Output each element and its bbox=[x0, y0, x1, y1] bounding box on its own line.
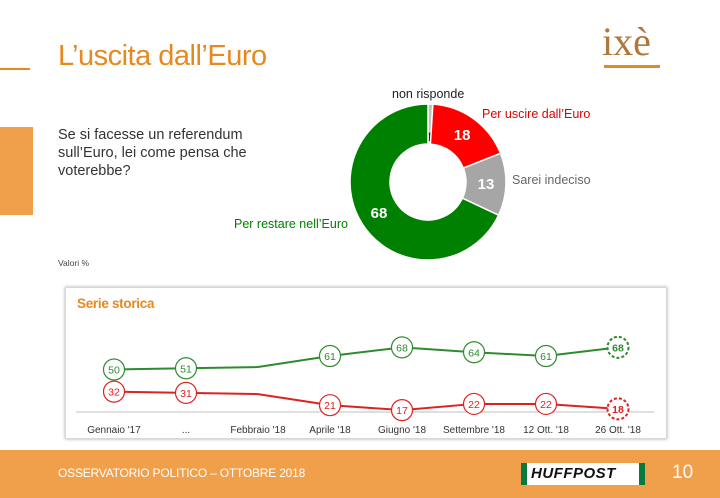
legend-label-restare: Per restare nell’Euro bbox=[234, 217, 348, 231]
values-note: Valori % bbox=[58, 258, 90, 268]
series-marker-1-3 bbox=[318, 394, 342, 417]
donut-chart: 1 18 13 68 non risponde Per uscire dall’Eur… bbox=[234, 87, 620, 270]
legend-label-indeciso: Sarei indeciso bbox=[512, 173, 591, 187]
donut-value-0: 1 bbox=[426, 130, 433, 144]
donut-value-2: 13 bbox=[478, 176, 495, 193]
x-tick-label-7: 26 Ott. '18 bbox=[595, 425, 641, 436]
series-marker-1-7 bbox=[606, 397, 630, 421]
series-marker-0-4 bbox=[390, 336, 414, 359]
page-number: 10 bbox=[672, 462, 694, 483]
data-label-0-1: 51 bbox=[180, 363, 192, 375]
page-title: L’uscita dall’Euro bbox=[58, 40, 267, 72]
huffpost-stripe-right bbox=[639, 463, 645, 485]
series-line-0 bbox=[113, 346, 619, 371]
line-chart-svg: 50 51 61 68 64 61 68 32 31 21 17 22 22 18 Gennaio '17.… bbox=[76, 335, 654, 436]
huffpost-stripe-left bbox=[521, 463, 527, 485]
side-accent-block bbox=[0, 127, 33, 215]
series-marker-1-1 bbox=[174, 381, 198, 404]
data-label-0-4: 68 bbox=[396, 342, 408, 354]
huffpost-text: HUFFPOST bbox=[531, 465, 616, 482]
x-tick-label-1: ... bbox=[182, 425, 190, 436]
series-marker-1-5 bbox=[462, 392, 486, 416]
data-label-1-0: 32 bbox=[108, 387, 120, 399]
footer-text: OSSERVATORIO POLITICO – OTTOBRE 2018 bbox=[58, 466, 306, 480]
data-label-1-4: 17 bbox=[396, 405, 408, 417]
legend-label-uscire: Per uscire dall’Euro bbox=[482, 107, 591, 121]
series-marker-0-0 bbox=[102, 358, 126, 381]
series-marker-0-6 bbox=[534, 344, 558, 368]
footer-bar: OSSERVATORIO POLITICO – OTTOBRE 2018 HUF… bbox=[0, 450, 720, 498]
data-label-1-7: 18 bbox=[612, 404, 624, 416]
data-label-1-6: 22 bbox=[540, 399, 552, 411]
series-marker-1-0 bbox=[102, 380, 126, 403]
logo-bar bbox=[604, 65, 660, 68]
donut-value-1: 18 bbox=[454, 127, 471, 144]
ixe-logo: ixè bbox=[602, 22, 662, 70]
series-marker-0-3 bbox=[318, 344, 342, 368]
logo-text: ixè bbox=[602, 19, 651, 64]
data-label-0-3: 61 bbox=[324, 351, 336, 363]
series-marker-0-7 bbox=[606, 335, 630, 359]
x-tick-label-2: Febbraio '18 bbox=[230, 425, 286, 436]
series-marker-0-5 bbox=[462, 341, 486, 364]
series-marker-1-4 bbox=[390, 398, 414, 422]
donut-slice-3 bbox=[349, 103, 500, 261]
legend-label-non-risponde: non risponde bbox=[392, 87, 465, 101]
x-tick-label-6: 12 Ott. '18 bbox=[523, 425, 569, 436]
x-tick-label-0: Gennaio '17 bbox=[87, 425, 141, 436]
series-line-1 bbox=[113, 390, 619, 412]
series-title: Serie storica bbox=[77, 296, 155, 311]
series-marker-1-6 bbox=[534, 392, 558, 416]
x-tick-label-3: Aprile '18 bbox=[309, 425, 351, 436]
data-label-1-5: 22 bbox=[468, 399, 480, 411]
data-label-0-7: 68 bbox=[612, 342, 624, 354]
donut-value-3: 68 bbox=[371, 205, 388, 222]
data-label-0-0: 50 bbox=[108, 365, 120, 377]
data-label-0-5: 64 bbox=[468, 347, 480, 359]
title-rule bbox=[0, 68, 30, 70]
series-marker-0-1 bbox=[174, 357, 198, 380]
data-label-0-6: 61 bbox=[540, 351, 552, 363]
data-label-1-1: 31 bbox=[180, 388, 192, 400]
data-label-1-3: 21 bbox=[324, 400, 336, 412]
x-tick-label-4: Giugno '18 bbox=[378, 425, 426, 436]
donut-svg: 1 18 13 68 bbox=[349, 103, 507, 261]
historical-series-panel: Serie storica 50 51 61 68 64 61 68 32 31 21 17 22 22… bbox=[65, 287, 667, 439]
survey-question: Se si facesse un referendum sull’Euro, l… bbox=[58, 127, 247, 179]
x-tick-label-5: Settembre '18 bbox=[443, 425, 505, 436]
huffpost-logo: HUFFPOST bbox=[521, 463, 645, 485]
